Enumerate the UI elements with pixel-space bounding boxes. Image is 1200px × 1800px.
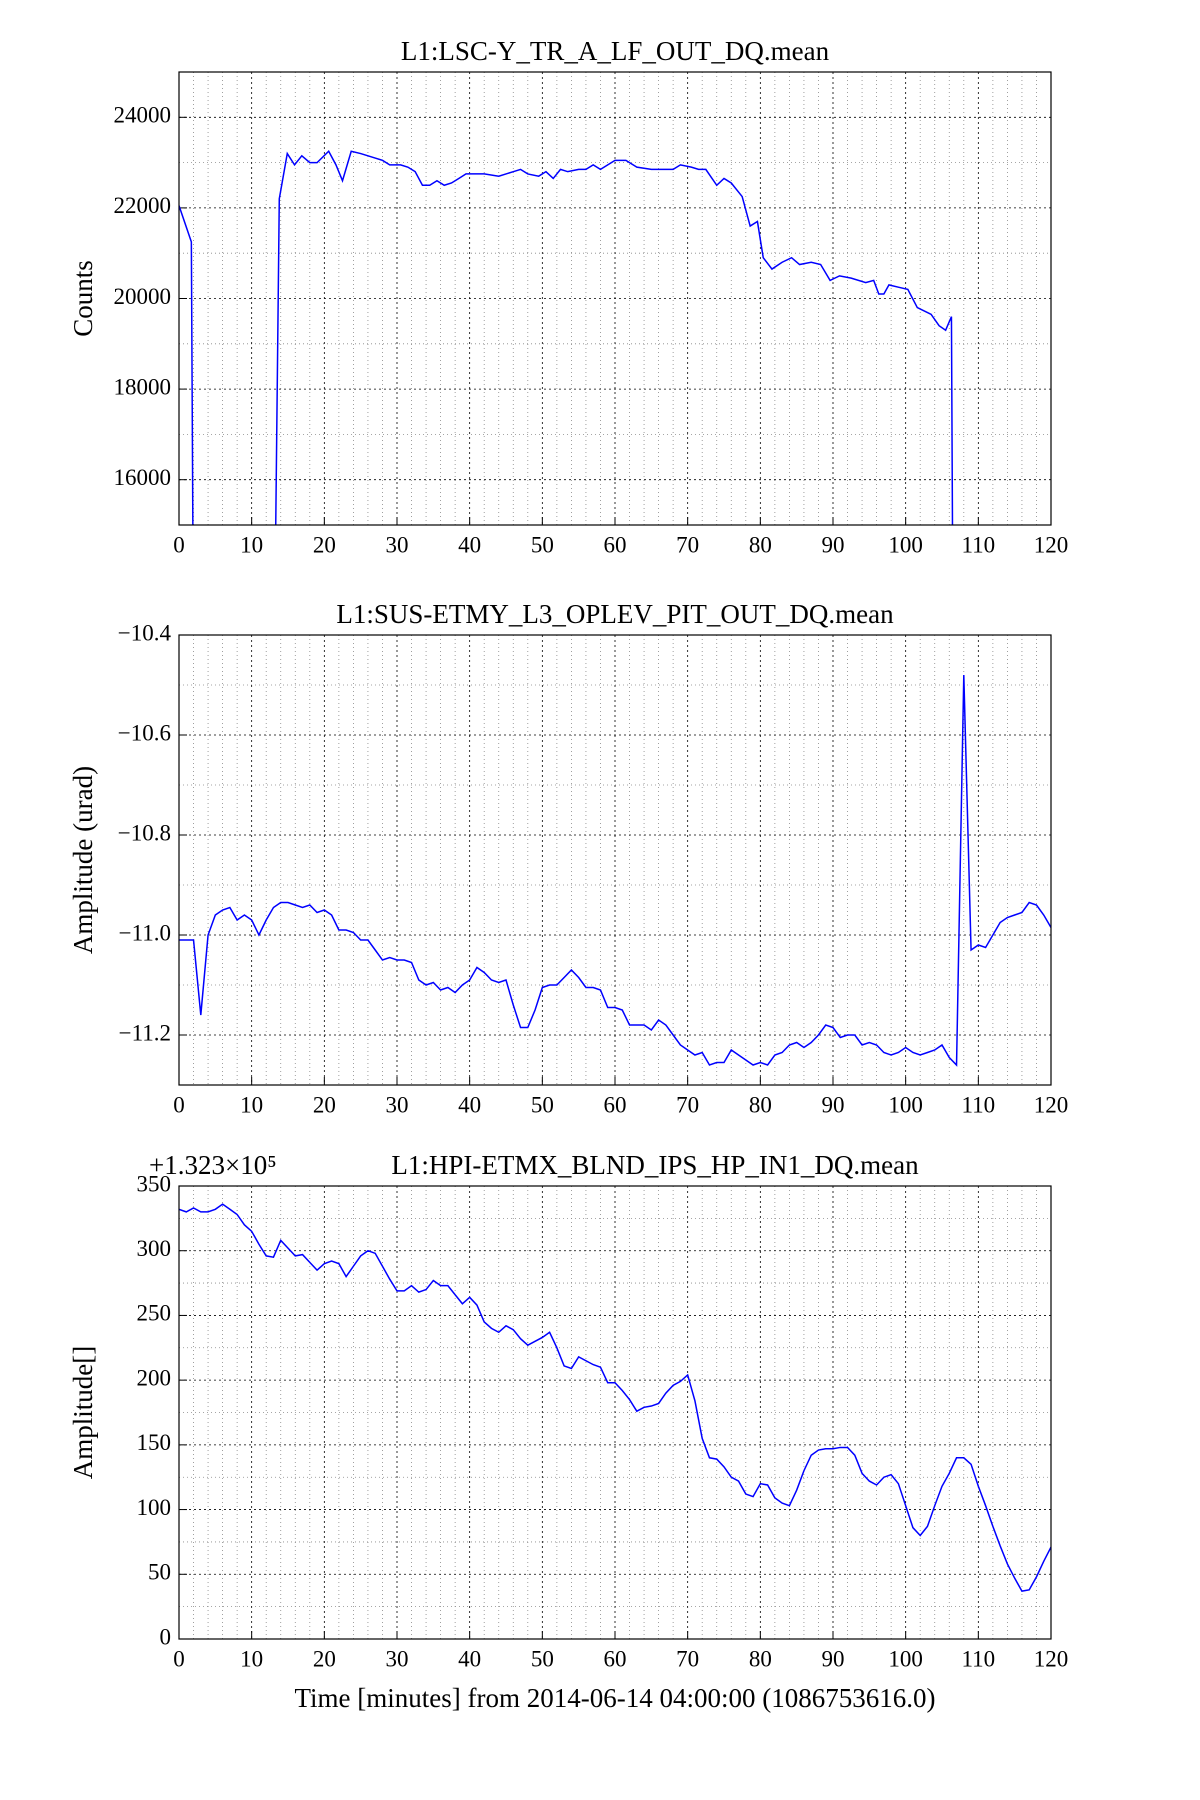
data-line xyxy=(179,150,954,525)
x-tick-label: 50 xyxy=(531,1646,554,1671)
axes-frame xyxy=(178,634,1052,1086)
x-tick-label: 40 xyxy=(458,1646,481,1671)
x-tick-label: 10 xyxy=(240,532,263,557)
y-tick-label: 100 xyxy=(137,1495,172,1520)
x-tick-label: 100 xyxy=(888,1092,923,1117)
plot-area xyxy=(179,150,954,525)
y-tick-label: 16000 xyxy=(114,465,172,490)
x-tick-label: 70 xyxy=(676,532,699,557)
x-tick-label: 100 xyxy=(888,532,923,557)
y-tick-label: −10.8 xyxy=(118,820,171,845)
x-tick-label: 0 xyxy=(173,1646,185,1671)
y-axis-label: Amplitude[] xyxy=(68,1346,98,1479)
x-axis-label: Time [minutes] from 2014-06-14 04:00:00 … xyxy=(295,1683,936,1713)
x-tick-label: 90 xyxy=(822,532,845,557)
y-tick-label: 18000 xyxy=(114,374,172,399)
y-tick-label: 300 xyxy=(137,1236,172,1261)
chart-title: L1:SUS-ETMY_L3_OPLEV_PIT_OUT_DQ.mean xyxy=(336,599,894,629)
y-tick-label: −10.6 xyxy=(118,720,171,745)
x-tick-label: 50 xyxy=(531,532,554,557)
x-tick-label: 110 xyxy=(962,532,996,557)
x-tick-label: 90 xyxy=(822,1646,845,1671)
data-line xyxy=(179,674,1051,1067)
x-tick-label: 80 xyxy=(749,532,772,557)
y-tick-label: 350 xyxy=(137,1171,172,1196)
x-tick-label: 20 xyxy=(313,1646,336,1671)
y-tick-label: 150 xyxy=(137,1430,172,1455)
x-tick-label: 30 xyxy=(386,1092,409,1117)
x-tick-label: 90 xyxy=(822,1092,845,1117)
y-tick-label: 24000 xyxy=(114,103,172,128)
x-tick-label: 70 xyxy=(676,1092,699,1117)
y-tick-label: 200 xyxy=(137,1365,172,1390)
x-tick-label: 20 xyxy=(313,1092,336,1117)
x-tick-label: 30 xyxy=(386,532,409,557)
x-tick-label: 60 xyxy=(604,1092,627,1117)
x-tick-label: 80 xyxy=(749,1646,772,1671)
x-tick-label: 10 xyxy=(240,1092,263,1117)
y-tick-label: 20000 xyxy=(114,284,172,309)
data-line xyxy=(179,1203,1051,1592)
x-tick-label: 30 xyxy=(386,1646,409,1671)
x-tick-label: 0 xyxy=(173,532,185,557)
y-axis-label: Counts xyxy=(68,260,98,337)
x-tick-label: 10 xyxy=(240,1646,263,1671)
x-tick-label: 110 xyxy=(962,1646,996,1671)
x-tick-label: 50 xyxy=(531,1092,554,1117)
offset-text: +1.323×10⁵ xyxy=(149,1150,277,1180)
y-tick-label: 250 xyxy=(137,1301,172,1326)
y-tick-label: 50 xyxy=(148,1560,171,1585)
y-tick-label: 22000 xyxy=(114,193,172,218)
x-tick-label: 120 xyxy=(1034,1092,1069,1117)
x-tick-label: 120 xyxy=(1034,532,1069,557)
plot-area xyxy=(179,1203,1051,1592)
y-tick-label: 0 xyxy=(160,1624,172,1649)
x-tick-label: 120 xyxy=(1034,1646,1069,1671)
axes-frame xyxy=(178,71,1052,526)
x-tick-label: 110 xyxy=(962,1092,996,1117)
x-tick-label: 100 xyxy=(888,1646,923,1671)
x-tick-label: 20 xyxy=(313,532,336,557)
y-tick-label: −10.4 xyxy=(118,620,172,645)
axes-frame xyxy=(178,1185,1052,1640)
chart-title: L1:LSC-Y_TR_A_LF_OUT_DQ.mean xyxy=(401,36,830,66)
y-tick-label: −11.2 xyxy=(119,1020,171,1045)
y-axis-label: Amplitude (urad) xyxy=(68,766,98,954)
x-tick-label: 60 xyxy=(604,1646,627,1671)
x-tick-label: 60 xyxy=(604,532,627,557)
plot-area xyxy=(179,674,1051,1067)
x-tick-label: 80 xyxy=(749,1092,772,1117)
chart-title: L1:HPI-ETMX_BLND_IPS_HP_IN1_DQ.mean xyxy=(391,1150,919,1180)
x-tick-label: 0 xyxy=(173,1092,185,1117)
y-tick-label: −11.0 xyxy=(119,920,171,945)
x-tick-label: 40 xyxy=(458,532,481,557)
x-tick-label: 70 xyxy=(676,1646,699,1671)
x-tick-label: 40 xyxy=(458,1092,481,1117)
